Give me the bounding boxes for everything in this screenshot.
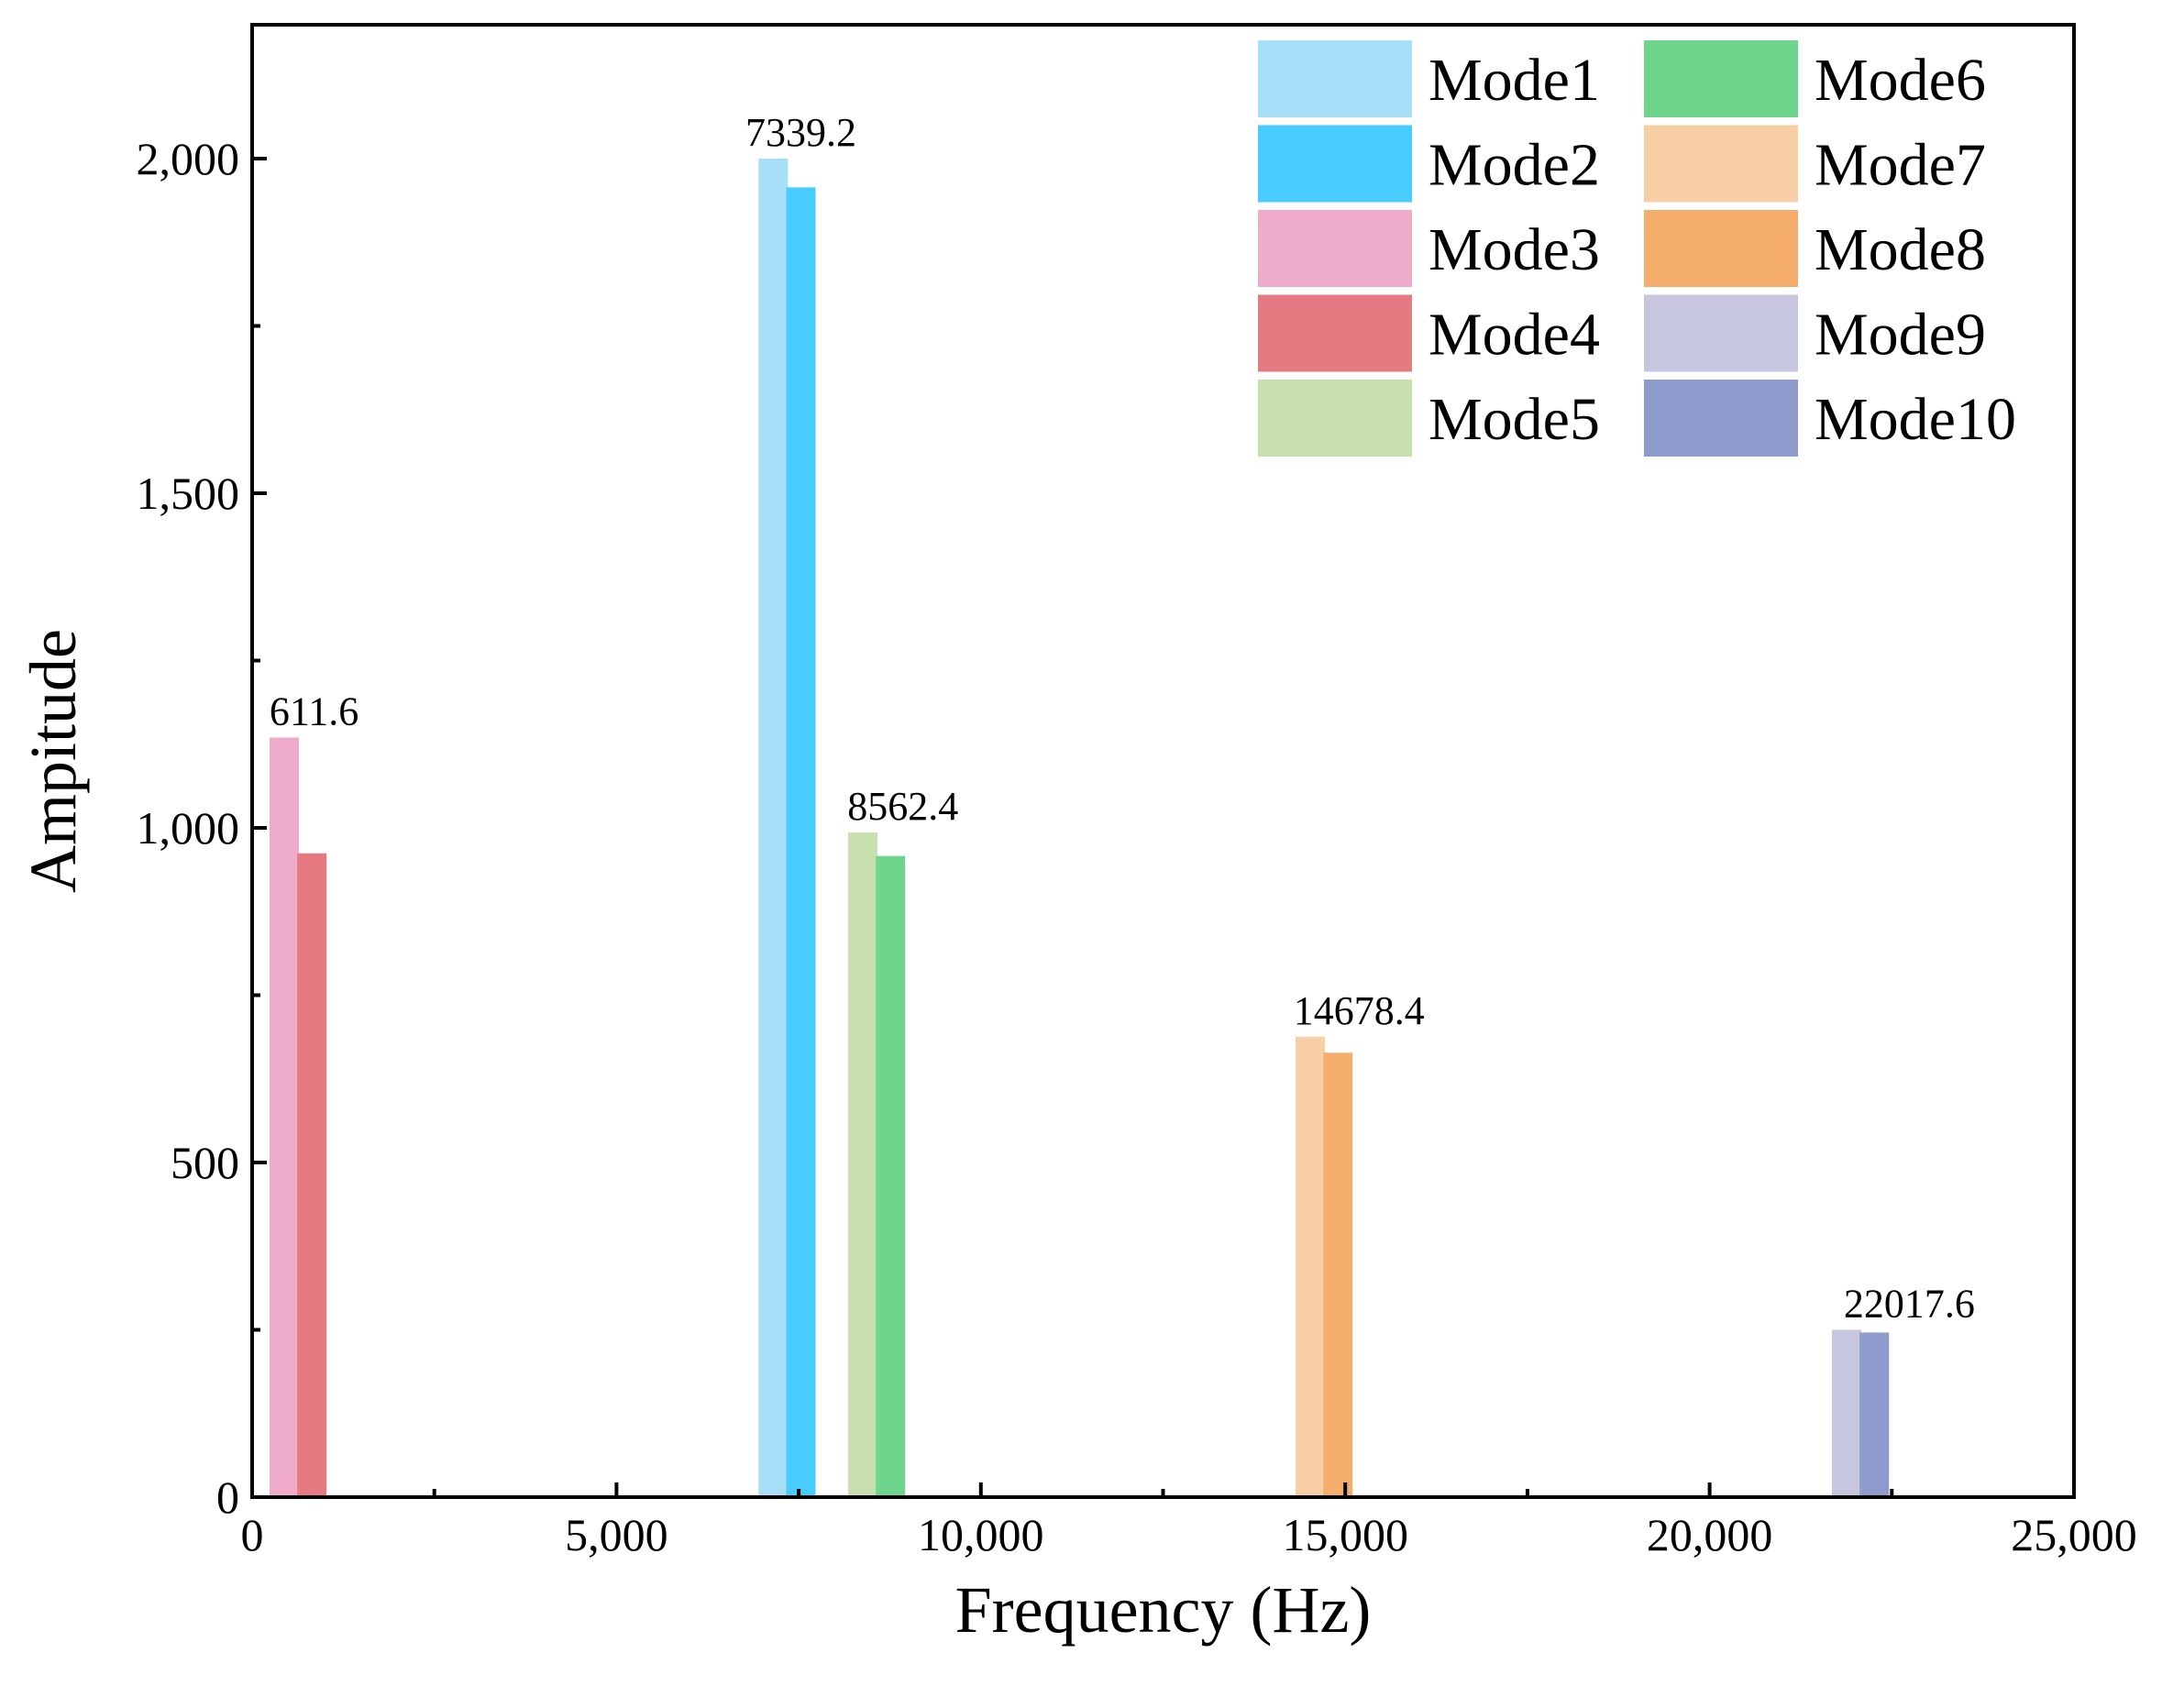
legend-label: Mode6 <box>1815 47 1986 114</box>
bar-mode5 <box>848 832 878 1497</box>
legend-label: Mode1 <box>1428 47 1600 114</box>
legend-swatch <box>1644 380 1798 457</box>
legend-swatch <box>1644 294 1798 372</box>
x-tick-label: 10,000 <box>918 1509 1044 1560</box>
legend-item-mode4: Mode4 <box>1258 294 1600 372</box>
legend-swatch <box>1644 125 1798 203</box>
legend-swatch <box>1258 380 1412 457</box>
data-label-2: 8562.4 <box>847 784 958 829</box>
legend-label: Mode9 <box>1815 302 1986 369</box>
x-tick-label: 15,000 <box>1282 1509 1408 1560</box>
data-label-1: 7339.2 <box>745 110 856 155</box>
bar-mode6 <box>876 855 906 1497</box>
legend-swatch <box>1258 40 1412 117</box>
y-axis-title: Ampitude <box>17 629 90 893</box>
x-tick-label: 0 <box>241 1509 264 1560</box>
legend-label: Mode8 <box>1815 216 1986 283</box>
legend-label: Mode2 <box>1428 132 1600 199</box>
bar-mode9 <box>1832 1329 1862 1497</box>
x-tick-label: 25,000 <box>2011 1509 2137 1560</box>
plot-frame <box>250 23 2076 1499</box>
bar-mode4 <box>297 853 327 1497</box>
legend-swatch <box>1258 125 1412 203</box>
legend: Mode1 Mode2 Mode3 Mode4 Mode5 Mode6 Mode7 Mode8… <box>1258 40 2016 457</box>
y-tick-label: 0 <box>216 1471 239 1523</box>
y-tick-label: 500 <box>171 1137 239 1188</box>
y-tick-label: 2,000 <box>137 133 240 184</box>
legend-item-mode3: Mode3 <box>1258 210 1600 287</box>
bar-mode10 <box>1859 1332 1890 1497</box>
legend-item-mode2: Mode2 <box>1258 125 1600 203</box>
data-label-0: 611.6 <box>270 689 358 733</box>
legend-item-mode8: Mode8 <box>1644 210 1986 287</box>
legend-item-mode10: Mode10 <box>1644 380 2016 457</box>
y-tick-label: 1,500 <box>137 468 240 519</box>
bar-mode1 <box>758 159 789 1497</box>
data-label-3: 14678.4 <box>1294 988 1425 1033</box>
legend-label: Mode3 <box>1428 216 1600 283</box>
legend-swatch <box>1644 40 1798 117</box>
legend-swatch <box>1644 210 1798 287</box>
bar-mode8 <box>1323 1052 1353 1497</box>
bar-mode7 <box>1296 1036 1326 1497</box>
legend-label: Mode7 <box>1815 132 1986 199</box>
annotations-layer: 611.6 7339.2 8562.4 14678.4 22017.6 <box>270 110 1975 1327</box>
bars-layer <box>269 159 1890 1497</box>
bar-mode3 <box>269 737 299 1497</box>
data-label-4: 22017.6 <box>1844 1282 1975 1327</box>
axes-layer: 0 5,000 10,000 15,000 20,000 25,000 0 500 1,000 1… <box>17 23 2137 1647</box>
legend-swatch <box>1258 210 1412 287</box>
legend-swatch <box>1258 294 1412 372</box>
y-tick-label: 1,000 <box>137 802 240 854</box>
legend-item-mode9: Mode9 <box>1644 294 1986 372</box>
legend-label: Mode5 <box>1428 386 1600 453</box>
legend-label: Mode4 <box>1428 302 1600 369</box>
x-axis-title: Frequency (Hz) <box>955 1573 1372 1647</box>
legend-item-mode5: Mode5 <box>1258 380 1600 457</box>
legend-item-mode6: Mode6 <box>1644 40 1986 117</box>
bar-mode2 <box>786 187 816 1497</box>
x-tick-label: 5,000 <box>565 1509 668 1560</box>
legend-item-mode1: Mode1 <box>1258 40 1600 117</box>
legend-label: Mode10 <box>1815 386 2016 453</box>
legend-item-mode7: Mode7 <box>1644 125 1986 203</box>
x-tick-label: 20,000 <box>1647 1509 1773 1560</box>
